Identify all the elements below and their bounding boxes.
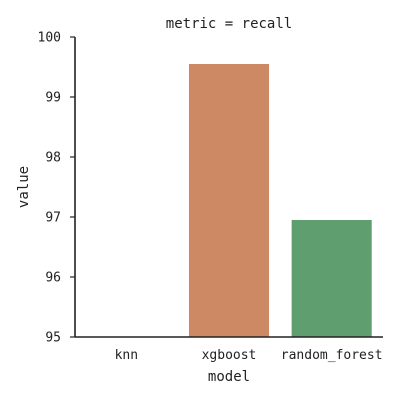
y-ticks-group: 95 96 97 98 99 100 [38,31,75,346]
y-tick-label-95: 95 [45,331,61,346]
y-axis-label: value [16,166,32,208]
y-tick-label-96: 96 [45,271,61,286]
x-axis-label: model [208,369,250,385]
bar-random-forest [291,220,372,337]
bars-group [188,64,372,337]
y-tick-label-100: 100 [38,31,61,46]
y-tick-label-99: 99 [45,91,61,106]
y-tick-label-98: 98 [45,151,61,166]
x-tick-label-random-forest: random_forest [281,348,383,363]
bar-xgboost [188,64,270,337]
x-ticks-group: knn xgboost random_forest [115,348,383,363]
x-tick-label-knn: knn [115,348,138,363]
chart-title: metric = recall [166,16,292,32]
y-tick-label-97: 97 [45,211,61,226]
x-tick-label-xgboost: xgboost [202,348,257,363]
